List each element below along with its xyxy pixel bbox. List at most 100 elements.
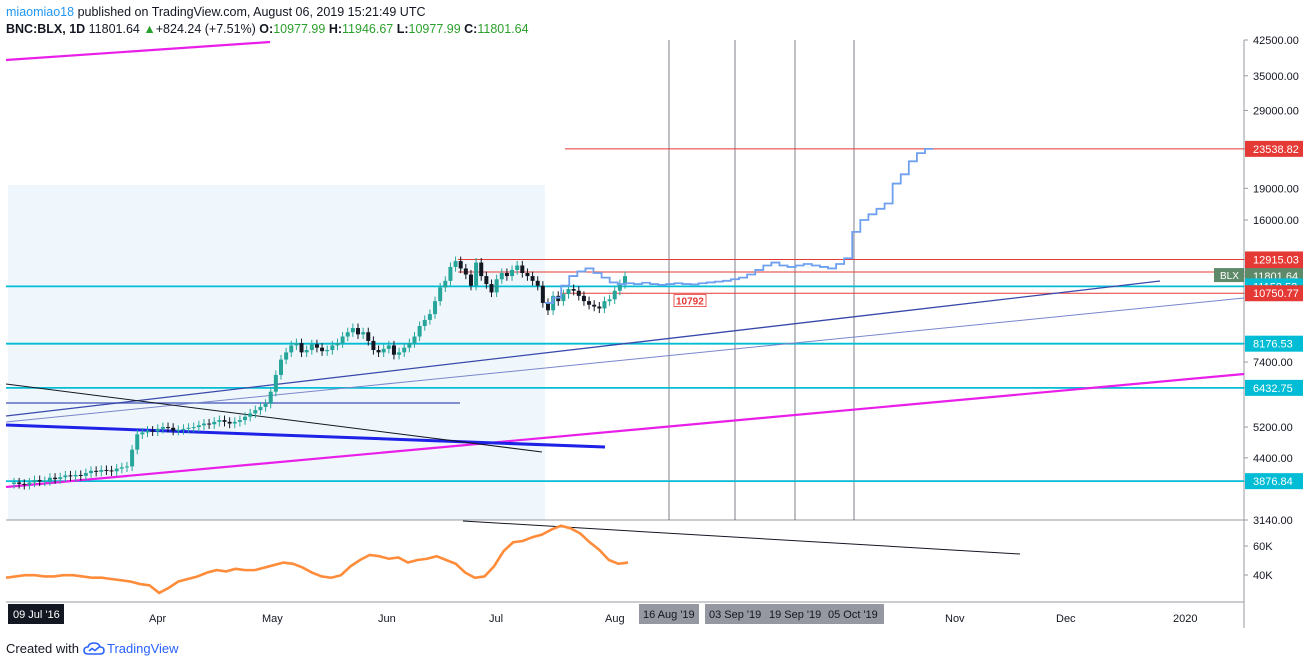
- candle: [592, 304, 597, 307]
- candle: [83, 473, 88, 476]
- candle: [356, 328, 361, 335]
- candle: [597, 306, 602, 309]
- candle: [181, 428, 186, 430]
- price-axis-label: 42500.00: [1253, 35, 1299, 47]
- symbol-tag: BLX: [1220, 271, 1239, 282]
- candle: [166, 427, 171, 429]
- time-label: Apr: [149, 613, 166, 625]
- candle: [63, 475, 68, 478]
- candle: [617, 284, 622, 291]
- candle: [468, 274, 473, 286]
- flat-support-line[interactable]: [5, 423, 606, 449]
- candle: [201, 423, 206, 426]
- candle: [232, 421, 237, 424]
- time-label-box[interactable]: [705, 604, 765, 624]
- footer: Created with TradingView: [6, 641, 179, 656]
- candle: [42, 481, 47, 483]
- price-change: +824.24 (+7.51%): [155, 22, 256, 36]
- candle: [510, 269, 515, 277]
- open-value: 10977.99: [273, 22, 326, 36]
- candle: [607, 299, 612, 302]
- candle: [155, 428, 160, 432]
- candle: [320, 347, 325, 352]
- candle: [32, 480, 37, 483]
- time-label-box[interactable]: [824, 604, 884, 624]
- candle: [561, 294, 566, 302]
- time-label: 19 Sep '19: [769, 609, 821, 621]
- candle: [397, 352, 402, 355]
- time-label: 09 Jul '16: [13, 609, 60, 621]
- candle: [17, 482, 22, 484]
- time-label-box[interactable]: [639, 604, 699, 624]
- price-label: 8176.53: [1253, 339, 1293, 351]
- tradingview-logo[interactable]: TradingView: [83, 641, 179, 656]
- author-link[interactable]: miaomiao18: [6, 5, 75, 19]
- price-label-box[interactable]: [1245, 335, 1303, 352]
- candle: [433, 301, 438, 315]
- price-label: 6432.75: [1253, 383, 1293, 395]
- candle: [376, 350, 381, 353]
- price-label-box[interactable]: [1245, 285, 1303, 302]
- price-label-box[interactable]: [1245, 251, 1303, 268]
- time-label: 05 Oct '19: [828, 609, 878, 621]
- symbol-tag-box[interactable]: [1214, 268, 1244, 283]
- falling-trend-line[interactable]: [5, 383, 543, 453]
- rsi-trend-line[interactable]: [462, 520, 1021, 555]
- ohlc-legend: BNC:BLX, 1D 11801.64 ▲+824.24 (+7.51%) O…: [6, 21, 529, 37]
- candle: [53, 477, 58, 480]
- candle: [325, 350, 330, 352]
- time-label-box[interactable]: [765, 604, 825, 624]
- price-axis-label: 16000.00: [1253, 215, 1299, 227]
- candle: [124, 466, 129, 468]
- candle: [94, 470, 99, 472]
- candle: [207, 423, 212, 425]
- candle: [545, 302, 550, 311]
- time-label: 2020: [1173, 613, 1197, 625]
- rsi-line[interactable]: [5, 524, 629, 595]
- candle: [314, 344, 319, 348]
- open-label: O:: [259, 22, 274, 36]
- rising-trend-line[interactable]: [5, 297, 1245, 423]
- time-label: Nov: [945, 613, 965, 625]
- time-label-box[interactable]: [8, 604, 64, 624]
- price-axis-label: 5200.00: [1253, 422, 1293, 434]
- upper-trend-line[interactable]: [5, 40, 271, 62]
- candle: [294, 343, 299, 346]
- candle: [448, 266, 453, 281]
- candle: [474, 262, 479, 286]
- candle: [253, 410, 258, 414]
- low-label: L:: [396, 22, 409, 36]
- price-label-box[interactable]: [1245, 473, 1303, 490]
- candle: [587, 301, 592, 305]
- lower-trend-line[interactable]: [5, 372, 1245, 489]
- rising-trend-line[interactable]: [5, 280, 1161, 417]
- candle: [458, 261, 463, 269]
- price-axis-label: 4400.00: [1253, 453, 1293, 465]
- candle: [222, 420, 227, 422]
- time-label: 03 Sep '19: [709, 609, 761, 621]
- candle: [191, 427, 196, 429]
- up-arrow-icon: ▲: [143, 22, 156, 36]
- price-label: 10750.77: [1253, 288, 1299, 300]
- candle: [402, 347, 407, 353]
- high-value: 11946.67: [342, 22, 394, 36]
- candle: [438, 287, 443, 302]
- candle: [114, 468, 119, 472]
- cloud-icon: [83, 641, 105, 655]
- last-price: 11801.64: [88, 22, 140, 36]
- candle: [525, 272, 530, 277]
- annotation-box[interactable]: [673, 294, 707, 307]
- price-chart[interactable]: 10792 60K 40K 42500.00 35000.00 29000.00 2353…: [0, 0, 1313, 640]
- candle: [581, 295, 586, 302]
- candle: [140, 432, 145, 435]
- time-label: 16 Aug '19: [643, 609, 695, 621]
- time-label: Dec: [1056, 613, 1076, 625]
- price-label-box[interactable]: [1245, 140, 1303, 157]
- candle: [73, 474, 78, 477]
- candle: [12, 482, 16, 484]
- projection-path[interactable]: [545, 147, 934, 304]
- candle: [104, 469, 109, 471]
- price-label-box[interactable]: [1245, 379, 1303, 396]
- brand-name: TradingView: [106, 641, 179, 656]
- candle: [212, 421, 217, 425]
